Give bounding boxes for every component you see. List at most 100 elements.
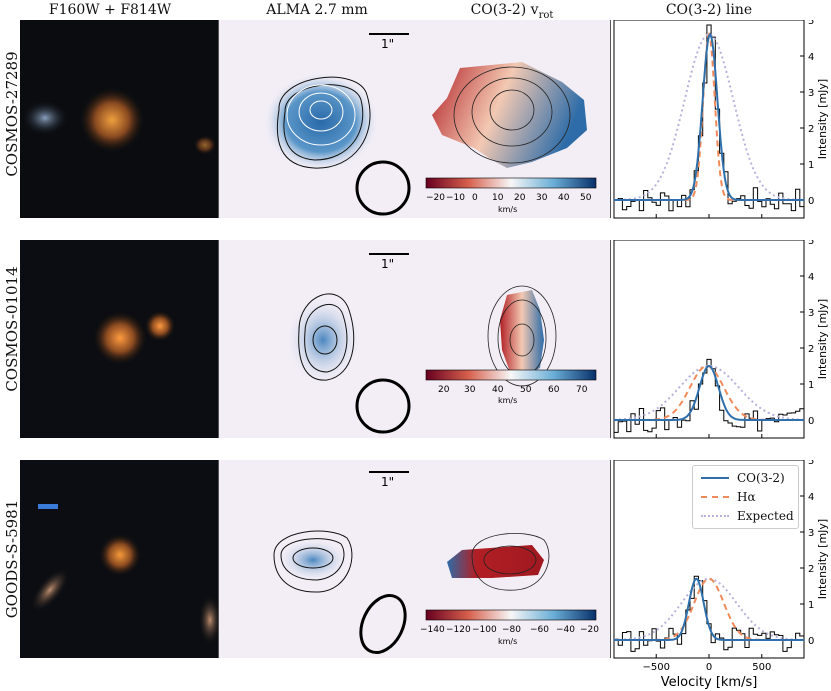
ytick-label-3-5: 5: [808, 460, 814, 467]
ytick-label-1-0: 0: [808, 196, 814, 207]
vrot-field-2: [500, 290, 544, 378]
vrot-contour-3a: [471, 533, 550, 591]
vrot-cbar-ticks-3: −140 −120 −100 −80 −60 −40 −20: [420, 625, 599, 635]
vrot-contour-3b: [483, 545, 537, 575]
ytick-label-3-1: 1: [808, 600, 814, 611]
col-title-alma: ALMA 2.7 mm: [266, 2, 368, 18]
cbar-tick-1-0: −20: [426, 193, 445, 203]
plot-frame-2: [613, 240, 805, 439]
cbar-tick-3-1: −120: [446, 625, 471, 635]
legend-label-ha: Hα: [737, 490, 756, 504]
hst-image-2-svg: [20, 240, 218, 438]
vrot-contour-1b: [471, 77, 553, 147]
hst-galaxy-main-1: [78, 86, 146, 154]
cbar-tick-1-3: 10: [492, 193, 504, 203]
ytick-label-2-5: 5: [808, 240, 814, 247]
hst-galaxy-side-3: [29, 567, 71, 613]
ytick-label-3-0: 0: [808, 636, 814, 647]
data-histogram-1: [614, 24, 804, 212]
alma-scalebar-label-2: 1": [381, 257, 394, 271]
vrot-colorbar-2: [425, 369, 597, 381]
alma-contour-3b: [280, 538, 345, 581]
alma-beam-2: [355, 378, 411, 434]
legend-swatch-ha: [701, 496, 729, 498]
cbar-tick-3-5: −40: [556, 625, 575, 635]
alma-scalebar-label-3: 1": [381, 475, 394, 489]
alma-emission-3: [277, 538, 349, 582]
cbar-tick-1-2: 0: [472, 193, 478, 203]
alma-beam-1: [355, 160, 411, 216]
row-label-1: COSMOS-27289: [3, 51, 21, 177]
vrot-cbar-unit-1: km/s: [498, 205, 517, 214]
vrot-colorbar-1: [425, 177, 597, 189]
ytick-label-2-4: 4: [808, 272, 814, 283]
xlabel-spectrum: Velocity [km/s]: [661, 675, 758, 690]
alma-contour-1e: [309, 100, 333, 120]
ytick-label-1-4: 4: [808, 52, 814, 63]
ytick-label-3-3: 3: [808, 528, 814, 539]
cbar-tick-2-0: 20: [438, 385, 450, 395]
hst-image-1: [20, 20, 218, 218]
ytick-label-1-5: 5: [808, 20, 814, 27]
alma-contour-1b: [283, 84, 364, 161]
ytick-label-1-2: 2: [808, 124, 814, 135]
xtick-label-3-2: 500: [752, 662, 771, 673]
cbar-tick-3-4: −60: [530, 625, 549, 635]
alma-contour-2c: [312, 325, 338, 355]
alma-map-1: 1": [218, 20, 414, 218]
col-title-vrot-text: CO(3-2) v: [470, 2, 539, 18]
vrot-cbar-unit-2: km/s: [498, 396, 517, 405]
ytick-label-2-2: 2: [808, 344, 814, 355]
alma-beam-3: [359, 594, 407, 654]
hst-image-3: [20, 460, 218, 658]
hst-galaxy-side-1: [21, 100, 69, 136]
ytick-label-2-3: 3: [808, 308, 814, 319]
cbar-tick-1-6: 40: [558, 193, 570, 203]
vrot-map-1-svg: −20 −10 0 10 20 30 40 50 km/s: [425, 62, 597, 214]
vrot-cbar-ticks-1: −20 −10 0 10 20 30 40 50: [426, 193, 592, 203]
legend-label-co: CO(3-2): [737, 471, 785, 485]
ylabel-1: Intensity [mJy]: [816, 79, 829, 159]
cbar-tick-2-3: 50: [520, 385, 532, 395]
vrot-contour-1a: [453, 66, 571, 164]
series-line-3-co-3-2-: [614, 577, 804, 641]
alma-contour-1c: [286, 84, 356, 146]
hst-galaxy-far-1: [193, 135, 217, 155]
legend-item-ha: Hα: [701, 489, 756, 505]
ytick-label-1-3: 3: [808, 88, 814, 99]
vrot-contour-2a: [487, 285, 557, 387]
cbar-tick-3-6: −20: [580, 625, 599, 635]
vrot-map-3: −140 −120 −100 −80 −60 −40 −20 km/s: [412, 460, 611, 658]
alma-contour-1d: [298, 92, 344, 132]
alma-contour-1a: [276, 76, 371, 169]
alma-map-3-svg: 1": [273, 471, 409, 654]
xtick-label-3-0: −500: [642, 662, 669, 673]
cbar-tick-2-4: 60: [548, 385, 560, 395]
col-title-line: CO(3-2) line: [665, 2, 753, 18]
cbar-tick-3-3: −80: [502, 625, 521, 635]
alma-scalebar-label-1: 1": [381, 37, 394, 51]
spectrum-legend: CO(3-2) Hα Expected: [692, 465, 799, 529]
vrot-field-3: [447, 545, 544, 578]
hst-galaxy-side-2: [144, 310, 176, 342]
legend-label-expected: Expected: [737, 509, 794, 523]
hst-galaxy-main-2: [92, 310, 148, 366]
cbar-tick-2-2: 40: [492, 385, 504, 395]
ytick-label-3-2: 2: [808, 564, 814, 575]
vrot-colorbar-3: [425, 609, 597, 621]
vrot-contour-1c: [489, 89, 535, 131]
alma-emission-2: [285, 294, 361, 386]
vrot-cbar-unit-3: km/s: [498, 637, 517, 646]
ylabel-2: Intensity [mJy]: [816, 299, 829, 379]
ylabel-3: Intensity [mJy]: [816, 519, 829, 599]
cbar-tick-2-5: 70: [576, 385, 588, 395]
vrot-map-2: 20 30 40 50 60 70 km/s: [412, 240, 611, 438]
ytick-label-1-1: 1: [808, 160, 814, 171]
alma-contour-3a: [273, 530, 353, 593]
cbar-tick-1-7: 50: [580, 193, 592, 203]
vrot-contour-2c: [509, 323, 535, 357]
cbar-tick-1-1: −10: [446, 193, 465, 203]
legend-swatch-co: [701, 477, 729, 479]
vrot-field-1: [432, 62, 587, 168]
